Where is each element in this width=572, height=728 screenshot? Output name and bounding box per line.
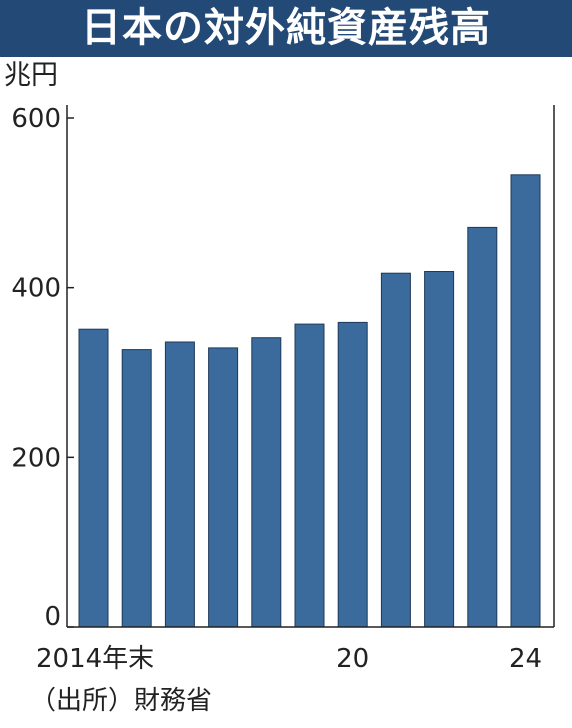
title-bar <box>0 0 572 57</box>
bar-2014年末 <box>78 328 109 628</box>
bar-23 <box>467 226 498 628</box>
bar-22 <box>424 271 455 628</box>
x-tick-label-2014年末: 2014年末 <box>36 644 154 674</box>
y-tick-label-200: 200 <box>11 443 61 473</box>
bar-19 <box>294 323 325 628</box>
bar-24 <box>510 174 541 628</box>
bar-17 <box>208 347 239 628</box>
chart-title: 日本の対外純資産残高 <box>81 5 491 51</box>
x-tick-label-24: 24 <box>509 644 542 674</box>
bar-18 <box>251 337 282 628</box>
x-tick-label-20: 20 <box>336 644 369 674</box>
y-tick-label-600: 600 <box>11 104 61 134</box>
bar-21 <box>380 272 411 628</box>
source-note: （出所）財務省 <box>30 686 213 716</box>
y-tick-label-400: 400 <box>11 274 61 304</box>
bar-15 <box>121 349 152 628</box>
y-axis-unit-label: 兆円 <box>4 60 58 91</box>
y-tick-label-0: 0 <box>44 602 61 632</box>
bar-16 <box>164 341 195 628</box>
bar-20 <box>337 321 368 628</box>
